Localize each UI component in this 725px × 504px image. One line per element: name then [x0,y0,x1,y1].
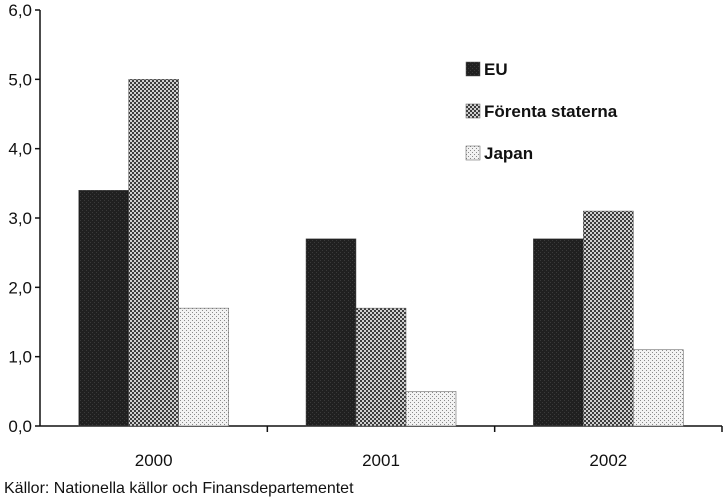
y-tick-label: 6,0 [8,1,32,20]
bar-eu-2001 [305,238,357,427]
legend-swatch [465,103,481,119]
bar-eu-2000 [78,190,129,427]
bar-japan-2000 [178,307,229,427]
legend-swatch [465,145,481,161]
y-tick-label: 4,0 [8,140,32,159]
x-tick-label: 2001 [362,451,400,470]
legend-label: EU [484,60,508,79]
bar-forenta-staterna-2000 [128,79,179,427]
y-tick-label: 1,0 [8,348,32,367]
y-tick-label: 0,0 [8,417,32,436]
legend-label: Förenta staterna [484,102,618,121]
legend: EU Förenta staterna Japan [465,60,618,163]
bar-japan-2002 [633,349,684,427]
bars [78,79,684,427]
y-tick-label: 5,0 [8,70,32,89]
bar-eu-2002 [533,238,584,427]
x-tick-label: 2002 [589,451,627,470]
source-note: Källor: Nationella källor och Finansdepa… [4,480,354,497]
legend-swatch [465,61,481,77]
bar-japan-2001 [405,391,457,427]
x-tick-label: 2000 [135,451,173,470]
bar-forenta-staterna-2001 [355,307,407,427]
y-tick-label: 2,0 [8,278,32,297]
bar-chart: 0,0 1,0 2,0 3,0 4,0 5,0 6,0 2000 2001 2002 EU Före… [8,1,723,470]
legend-label: Japan [484,144,533,163]
y-tick-label: 3,0 [8,209,32,228]
bar-forenta-staterna-2002 [583,210,634,427]
